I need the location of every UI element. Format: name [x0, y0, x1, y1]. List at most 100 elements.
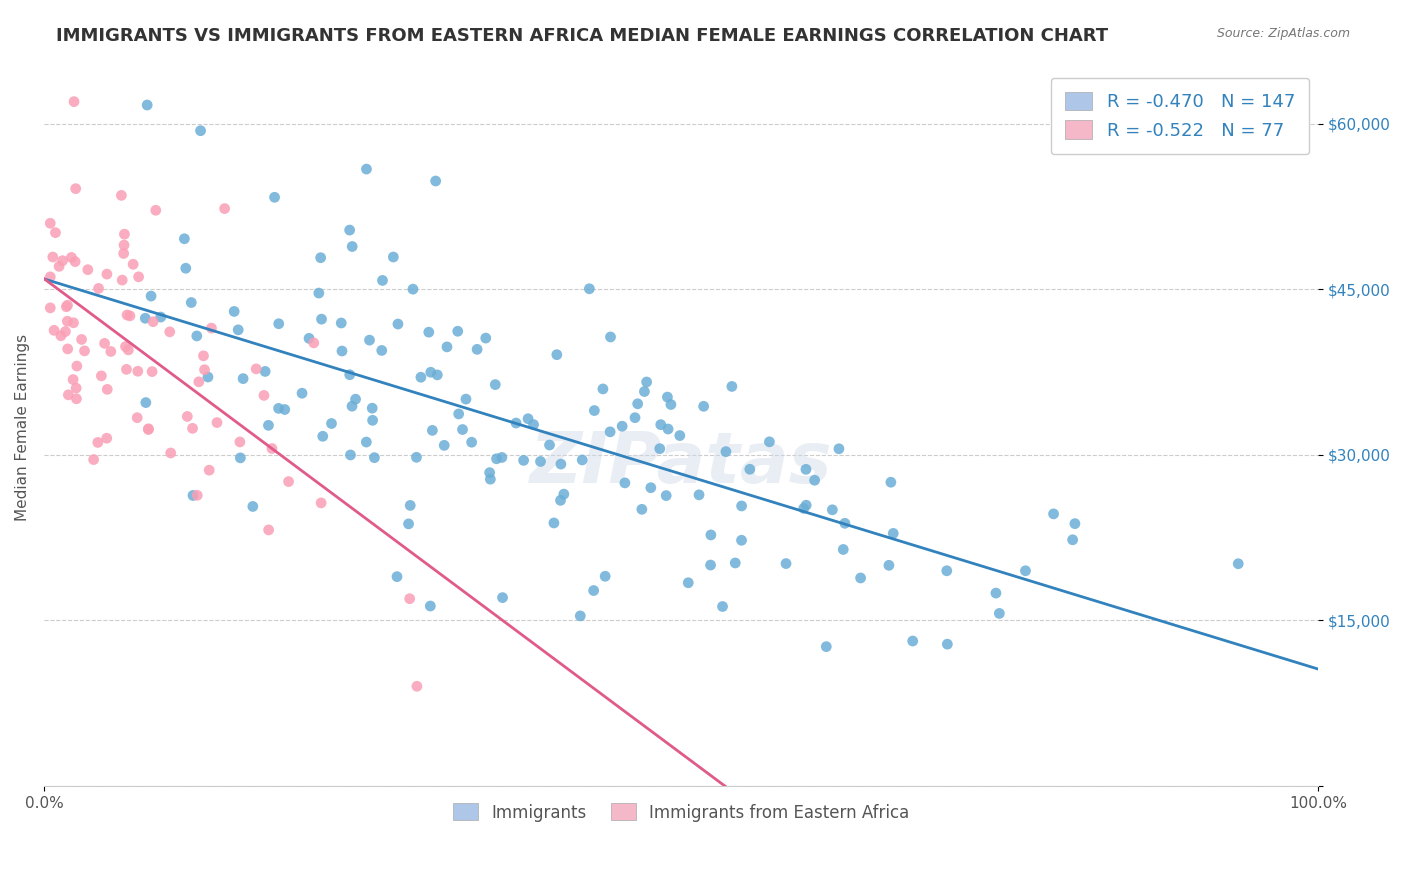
- Point: [655, 489, 678, 503]
- Point: [159, 446, 181, 460]
- Point: [263, 190, 285, 204]
- Point: [491, 450, 513, 465]
- Point: [136, 98, 159, 112]
- Point: [321, 417, 343, 431]
- Point: [63, 254, 86, 268]
- Point: [592, 382, 614, 396]
- Point: [936, 637, 959, 651]
- Text: ZIPatas: ZIPatas: [530, 428, 832, 498]
- Point: [112, 246, 135, 260]
- Point: [433, 438, 456, 452]
- Point: [613, 475, 636, 490]
- Point: [138, 422, 160, 436]
- Point: [633, 384, 655, 399]
- Point: [478, 466, 501, 480]
- Point: [419, 599, 441, 613]
- Point: [245, 362, 267, 376]
- Point: [484, 377, 506, 392]
- Point: [96, 267, 118, 281]
- Point: [610, 419, 633, 434]
- Point: [257, 418, 280, 433]
- Point: [229, 434, 252, 449]
- Point: [181, 421, 204, 435]
- Point: [58, 388, 80, 402]
- Point: [877, 558, 900, 573]
- Point: [214, 202, 236, 216]
- Point: [485, 451, 508, 466]
- Point: [821, 503, 844, 517]
- Point: [436, 340, 458, 354]
- Point: [657, 422, 679, 436]
- Point: [599, 425, 621, 439]
- Point: [339, 448, 361, 462]
- Point: [409, 370, 432, 384]
- Point: [56, 314, 79, 328]
- Point: [405, 450, 427, 465]
- Point: [699, 558, 721, 572]
- Point: [387, 317, 409, 331]
- Point: [1062, 533, 1084, 547]
- Point: [402, 282, 425, 296]
- Point: [399, 499, 422, 513]
- Point: [308, 286, 330, 301]
- Point: [724, 556, 747, 570]
- Point: [48, 260, 70, 274]
- Point: [114, 227, 136, 242]
- Point: [688, 488, 710, 502]
- Point: [127, 410, 149, 425]
- Point: [232, 371, 254, 385]
- Point: [127, 364, 149, 378]
- Point: [193, 349, 215, 363]
- Point: [39, 301, 62, 315]
- Point: [935, 564, 957, 578]
- Point: [65, 392, 87, 406]
- Point: [205, 416, 228, 430]
- Point: [56, 298, 79, 312]
- Point: [479, 472, 502, 486]
- Point: [832, 542, 855, 557]
- Point: [198, 463, 221, 477]
- Point: [419, 365, 441, 379]
- Point: [56, 342, 79, 356]
- Point: [721, 379, 744, 393]
- Point: [1064, 516, 1087, 531]
- Point: [454, 392, 477, 406]
- Point: [465, 343, 488, 357]
- Point: [371, 273, 394, 287]
- Point: [730, 533, 752, 548]
- Point: [42, 250, 65, 264]
- Point: [546, 348, 568, 362]
- Point: [583, 403, 606, 417]
- Point: [984, 586, 1007, 600]
- Point: [42, 323, 65, 337]
- Point: [180, 295, 202, 310]
- Point: [254, 364, 277, 378]
- Point: [226, 323, 249, 337]
- Point: [451, 423, 474, 437]
- Point: [447, 407, 470, 421]
- Point: [657, 390, 679, 404]
- Point: [96, 383, 118, 397]
- Legend: Immigrants, Immigrants from Eastern Africa: Immigrants, Immigrants from Eastern Afri…: [439, 790, 924, 835]
- Point: [834, 516, 856, 531]
- Point: [257, 523, 280, 537]
- Point: [363, 450, 385, 465]
- Point: [659, 397, 682, 411]
- Point: [49, 328, 72, 343]
- Point: [425, 174, 447, 188]
- Point: [474, 331, 496, 345]
- Point: [849, 571, 872, 585]
- Point: [491, 591, 513, 605]
- Point: [100, 344, 122, 359]
- Point: [173, 232, 195, 246]
- Point: [599, 330, 621, 344]
- Text: Source: ZipAtlas.com: Source: ZipAtlas.com: [1216, 27, 1350, 40]
- Point: [291, 386, 314, 401]
- Point: [224, 304, 246, 318]
- Point: [1042, 507, 1064, 521]
- Point: [356, 162, 378, 177]
- Point: [274, 402, 297, 417]
- Point: [141, 365, 163, 379]
- Point: [60, 251, 83, 265]
- Point: [112, 238, 135, 252]
